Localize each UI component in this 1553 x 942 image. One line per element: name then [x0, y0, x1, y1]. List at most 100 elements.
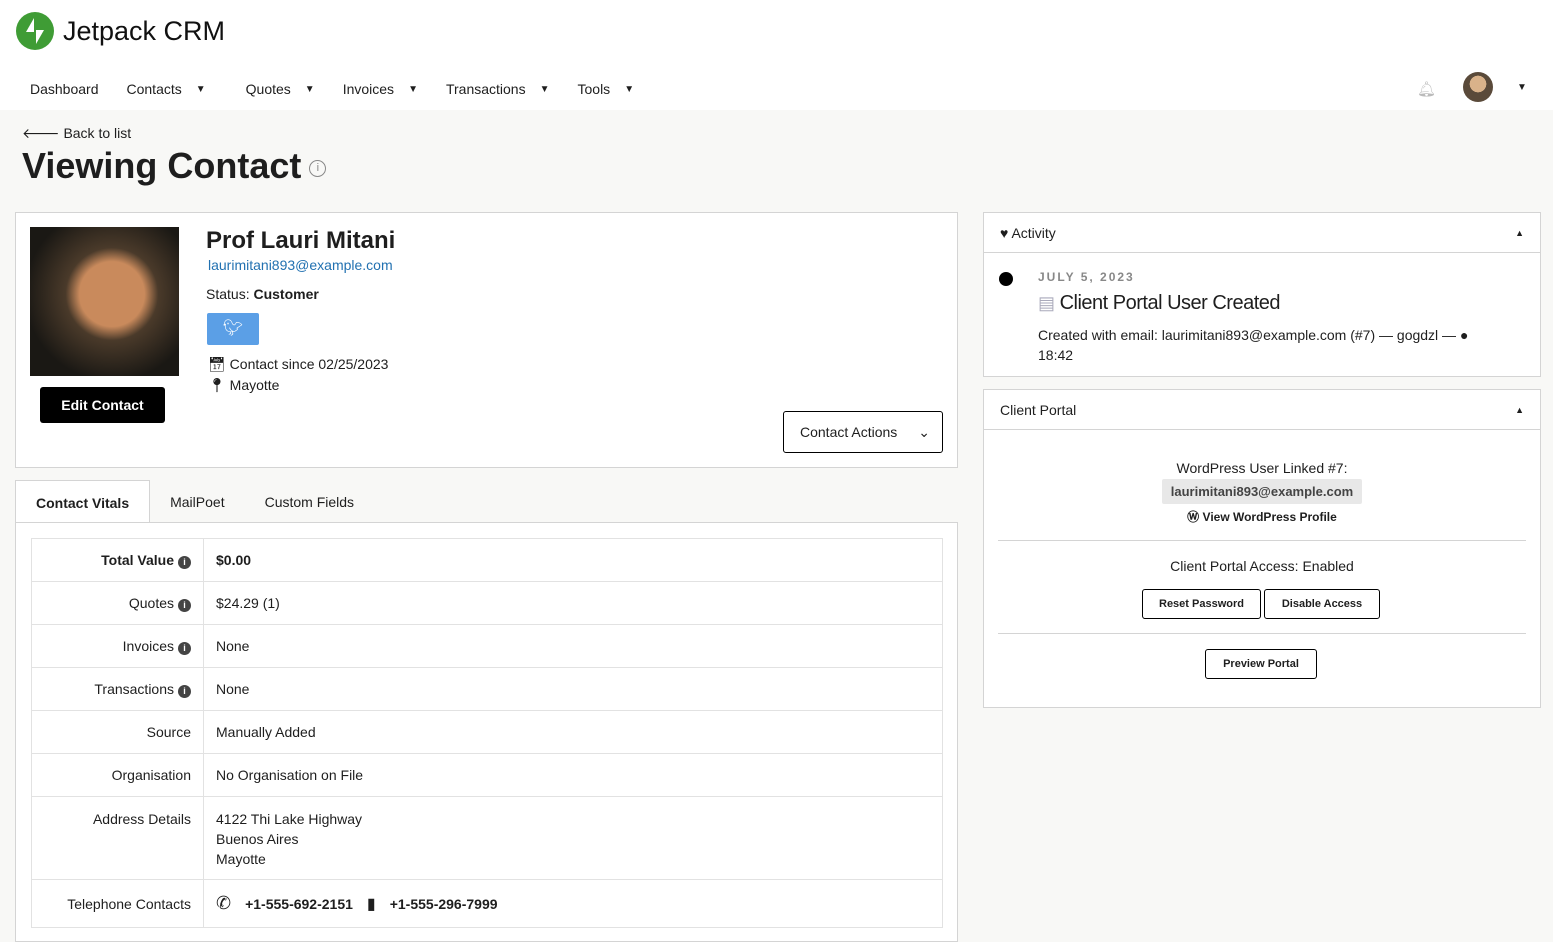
client-portal-panel: Client Portal ▲ WordPress User Linked #7:… [983, 389, 1541, 708]
dropdown-label: Contact Actions [800, 424, 898, 440]
activity-time: 18:42 [1038, 347, 1074, 363]
row-label: Organisation [31, 753, 204, 797]
caret-down-icon: ▼ [304, 83, 315, 95]
chevron-down-icon: ⌄ [918, 424, 930, 440]
calendar-icon: 📅︎ [208, 356, 226, 372]
divider [998, 633, 1526, 634]
info-icon[interactable]: i [309, 159, 327, 177]
row-label: Address Details [31, 796, 204, 880]
info-icon[interactable]: i [178, 598, 191, 612]
contact-email-link[interactable]: laurimitani893@example.com [208, 257, 393, 273]
contact-name: Prof Lauri Mitani [206, 227, 396, 254]
back-label: Back to list [63, 125, 132, 141]
activity-header[interactable]: ♥ Activity ▲ [984, 213, 1540, 253]
row-value: $0.00 [216, 552, 252, 568]
caret-down-icon: ▼ [624, 83, 635, 95]
preview-portal-button[interactable]: Preview Portal [1205, 649, 1317, 679]
id-card-icon: ▤ [1038, 293, 1055, 313]
nav-label: Contacts [126, 81, 182, 97]
row-value: None [203, 624, 943, 668]
activity-panel: ♥ Activity ▲ JULY 5, 2023 ▤ Client Portal… [983, 212, 1541, 377]
table-row: Total Value i $0.00 [31, 538, 943, 582]
caret-down-icon: ▼ [195, 83, 206, 95]
contact-actions-dropdown[interactable]: Contact Actions ⌄ [783, 411, 943, 453]
nav-quotes[interactable]: Quotes ▼ [246, 81, 315, 97]
wp-linked-label: WordPress User Linked #7: [1176, 460, 1348, 476]
tab-mailpoet[interactable]: MailPoet [170, 494, 225, 510]
row-value: $24.29 (1) [203, 581, 943, 625]
nav-dashboard[interactable]: Dashboard [30, 81, 99, 97]
info-icon[interactable]: i [178, 555, 191, 569]
contact-photo [30, 227, 179, 376]
bell-icon[interactable]: 🔔︎ [1417, 81, 1437, 98]
twitter-icon: 🐦︎ [222, 320, 244, 337]
edit-contact-button[interactable]: Edit Contact [40, 387, 165, 423]
info-icon[interactable]: i [178, 641, 191, 655]
table-row: Source Manually Added [31, 710, 943, 754]
app-name: Jetpack CRM [63, 15, 226, 46]
portal-access-status: Client Portal Access: Enabled [1170, 558, 1354, 574]
portal-header[interactable]: Client Portal ▲ [984, 390, 1540, 430]
caret-up-icon[interactable]: ▲ [1515, 227, 1524, 238]
nav-label: Dashboard [30, 81, 99, 97]
reset-password-button[interactable]: Reset Password [1142, 589, 1261, 619]
twitter-button[interactable]: 🐦︎ [207, 313, 259, 345]
nav-invoices[interactable]: Invoices ▼ [343, 81, 418, 97]
jetpack-logo-icon [16, 12, 54, 50]
logo[interactable]: Jetpack CRM [16, 12, 225, 50]
timeline-dot [999, 272, 1013, 286]
user-avatar[interactable] [1463, 72, 1493, 102]
nav-label: Transactions [445, 81, 526, 97]
tab-contact-vitals[interactable]: Contact Vitals [15, 480, 151, 523]
caret-up-icon[interactable]: ▲ [1515, 404, 1524, 415]
address-line: Mayotte [216, 851, 266, 867]
back-to-list-link[interactable]: 🡐 Back to list [22, 125, 131, 142]
row-label: Invoices [122, 637, 174, 654]
row-label: Source [31, 710, 204, 754]
caret-down-icon: ▼ [408, 83, 418, 95]
table-row: Telephone Contacts ✆ +1-555-692-2151 ▮ +1-55… [31, 879, 943, 928]
arrow-left-icon: 🡐 [22, 125, 60, 141]
divider [998, 540, 1526, 541]
wordpress-icon: Ⓦ [1187, 510, 1200, 524]
tab-custom-fields[interactable]: Custom Fields [264, 494, 355, 510]
main-nav: Dashboard Contacts ▼ Quotes ▼ Invoices ▼ Tr… [30, 81, 662, 97]
phone-link[interactable]: +1-555-296-7999 [389, 896, 498, 912]
status-label: Status: [206, 286, 250, 302]
table-row: Address Details 4122 Thi Lake Highway Buen… [31, 796, 943, 880]
table-row: Organisation No Organisation on File [31, 753, 943, 797]
phone-icon: ✆ [216, 893, 232, 913]
phone-link[interactable]: +1-555-692-2151 [245, 896, 353, 912]
row-label: Transactions [94, 680, 174, 697]
row-label: Telephone Contacts [31, 879, 204, 928]
caret-down-icon: ▼ [539, 83, 550, 95]
nav-transactions[interactable]: Transactions ▼ [446, 81, 550, 97]
disable-access-button[interactable]: Disable Access [1264, 589, 1380, 619]
contact-card: Edit Contact Prof Lauri Mitani laurimita… [15, 212, 958, 468]
caret-down-icon[interactable]: ▼ [1517, 82, 1527, 93]
nav-label: Invoices [342, 81, 395, 97]
nav-tools[interactable]: Tools ▼ [578, 81, 635, 97]
nav-label: Quotes [245, 81, 291, 97]
row-value: No Organisation on File [203, 753, 943, 797]
activity-event: Client Portal User Created [1059, 292, 1281, 314]
table-row: Transactions i None [31, 667, 943, 711]
nav-label: Tools [577, 81, 611, 97]
wp-email-badge: laurimitani893@example.com [1162, 479, 1362, 504]
link-label: View WordPress Profile [1202, 510, 1337, 524]
activity-detail: Created with email: laurimitani893@examp… [1038, 327, 1457, 343]
status-value: Customer [253, 286, 319, 302]
address-line: 4122 Thi Lake Highway [216, 811, 363, 827]
mobile-icon: ▮ [366, 896, 376, 913]
nav-contacts[interactable]: Contacts ▼ [127, 81, 206, 97]
view-wp-profile-link[interactable]: Ⓦ View WordPress Profile [984, 508, 1540, 525]
address-line: Buenos Aires [216, 831, 299, 847]
page-title: Viewing Contact i [22, 145, 327, 187]
table-row: Quotes i $24.29 (1) [31, 581, 943, 625]
info-icon[interactable]: i [178, 684, 191, 698]
clock-icon: ● [1459, 327, 1469, 343]
contact-location: Mayotte [229, 377, 280, 393]
row-label: Total Value [101, 551, 174, 568]
map-pin-icon: 📍︎ [208, 377, 226, 393]
row-label: Quotes [128, 594, 174, 611]
